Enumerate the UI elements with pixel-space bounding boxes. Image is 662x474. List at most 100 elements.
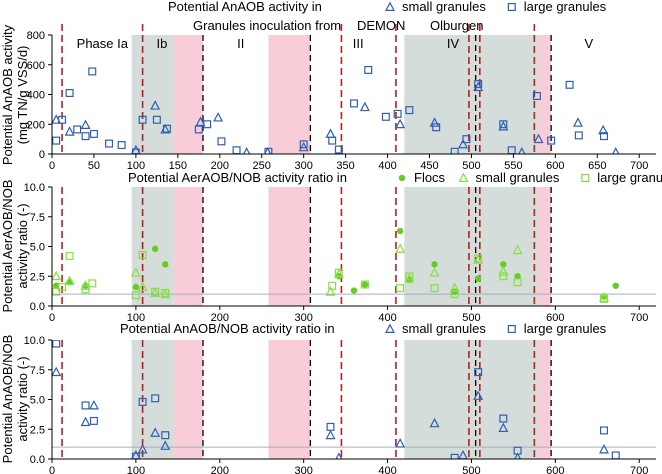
legend-label: large granules (524, 0, 607, 14)
large-granules-point (334, 145, 343, 154)
large-granules-point (405, 272, 414, 281)
panel2-title-text: Potential AerAOB/NOB activity ratio in (128, 170, 347, 185)
legend-label: large granules (524, 321, 607, 336)
small-granules-point (533, 133, 544, 144)
y-tick-label: 5.0 (30, 395, 45, 407)
large-granules-point (161, 288, 170, 297)
small-granules-point (404, 273, 415, 283)
phase-label: Phase Ia (77, 36, 129, 51)
large-granules-point (547, 136, 556, 145)
panel1-period-bands (131, 35, 552, 154)
x-tick-label: 450 (420, 160, 438, 172)
y-tick-label: 0.0 (30, 454, 45, 466)
pink-band (173, 340, 203, 459)
pink-band (268, 340, 311, 459)
small-granules-point (160, 440, 171, 450)
x-tick-label: 500 (462, 465, 480, 474)
large-granules-point (328, 281, 337, 290)
flocs-point (612, 282, 619, 289)
x-tick-label: 200 (211, 160, 229, 172)
small-granules-point (612, 147, 620, 154)
panel2-axes: 0 100 200 300 400 500 600 700 0.0 2.5 5.0 7.5 10.0 (24, 182, 656, 324)
flocs-point (350, 287, 358, 294)
small-granules-point (52, 366, 62, 377)
y-tick-label: 600 (27, 60, 45, 72)
large-granules-point (131, 452, 140, 459)
large-granules-point (81, 132, 90, 141)
flocs-point (396, 227, 404, 235)
flocs-point (500, 261, 507, 268)
x-tick-label: 50 (88, 160, 100, 172)
large-granules-point (151, 287, 160, 296)
small-granules-point (498, 422, 509, 433)
large-granules-point (58, 282, 67, 291)
y-tick-label: 800 (27, 30, 45, 42)
large-granules-point (532, 91, 541, 100)
x-tick-label: 600 (546, 312, 564, 324)
small-granules-point (64, 126, 75, 136)
large-granules-point (264, 147, 273, 154)
x-tick-label: 400 (378, 312, 396, 324)
legend-marker-triangle (385, 1, 395, 11)
small-granules-point (429, 267, 440, 277)
small-granules-point (80, 119, 91, 129)
y-tick-label: 10.0 (24, 182, 45, 194)
panel-aeraob-nob-ratio: Potential AerAOB/NOB activity ratio in F… (0, 170, 662, 324)
pink-band (538, 187, 552, 306)
panel3-title-text: Potential AnAOB/NOB activity ratio in (120, 321, 335, 336)
legend-marker-triangle (458, 172, 469, 182)
small-granules-point (473, 390, 484, 400)
large-granules-point (65, 89, 74, 98)
x-tick-label: 400 (378, 160, 396, 172)
large-granules-point (405, 106, 414, 115)
x-tick-label: 300 (294, 465, 312, 474)
small-granules-point (395, 118, 406, 129)
large-granules-point (117, 141, 126, 150)
x-tick-label: 700 (630, 465, 648, 474)
large-granules-point (334, 268, 343, 277)
small-granules-point (598, 292, 609, 302)
legend-label: small granules (476, 170, 560, 185)
large-granules-point (513, 446, 522, 455)
y-tick-label: 400 (27, 90, 45, 102)
large-granules-point (499, 272, 508, 281)
phase-label: Ib (156, 36, 167, 51)
x-tick-label: 600 (546, 160, 564, 172)
phase-label: III (353, 36, 364, 51)
large-granules-point (450, 147, 459, 154)
x-tick-label: 0 (49, 312, 55, 324)
small-granules-point (130, 267, 141, 277)
small-granules-point (242, 147, 251, 154)
large-granules-point (52, 287, 61, 296)
grey-band (404, 35, 539, 154)
large-granules-point (105, 139, 114, 148)
large-granules-point (430, 284, 439, 293)
demon-label: DEMON (357, 18, 405, 33)
pink-band (538, 340, 552, 459)
large-granules-point (52, 340, 61, 348)
flocs-point (431, 261, 438, 268)
x-tick-label: 300 (294, 312, 312, 324)
y-tick-label: 200 (27, 119, 45, 131)
large-granules-point (88, 67, 97, 76)
x-tick-label: 300 (294, 160, 312, 172)
small-granules-point (195, 116, 206, 127)
large-granules-point (58, 115, 67, 124)
small-granules-point (52, 270, 62, 281)
large-granules-point (194, 125, 203, 134)
panel2-legend: Flocs small granules large granules (398, 170, 662, 185)
y-tick-label: 5.0 (30, 242, 45, 254)
x-tick-label: 200 (211, 312, 229, 324)
panel3-period-bands (131, 340, 552, 459)
phase-label: II (237, 36, 244, 51)
large-granules-point (599, 132, 608, 141)
panel3-axes: 0 100 200 300 400 500 600 700 0.0 2.5 5.0 7.5 10.0 (24, 335, 656, 474)
large-granules-point (611, 451, 620, 459)
large-granules-point (161, 431, 170, 440)
pink-band (173, 187, 203, 306)
small-granules-point (160, 288, 171, 299)
small-granules-point (395, 438, 406, 448)
large-granules-point (499, 120, 508, 129)
large-granules-point (328, 136, 337, 145)
x-tick-label: 0 (49, 160, 55, 172)
